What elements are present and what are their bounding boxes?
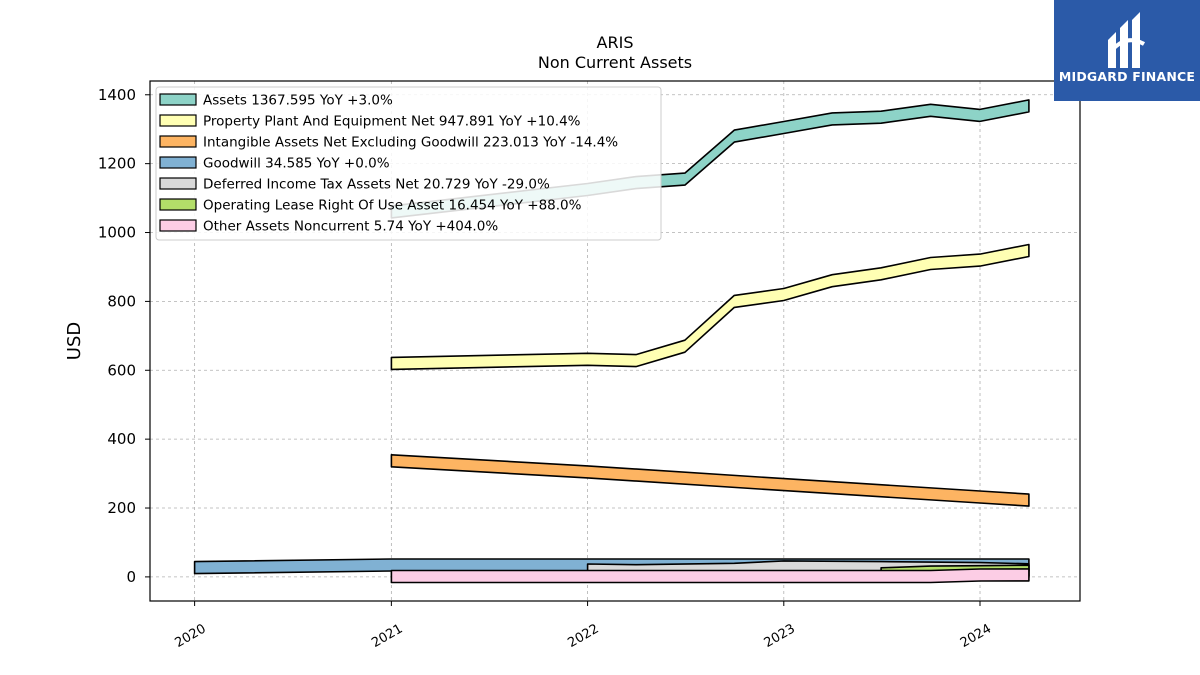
series-band <box>390 453 1030 507</box>
legend-swatch <box>159 93 197 106</box>
y-tick-label: 600 <box>107 361 136 379</box>
x-tick-label: 2020 <box>172 621 208 651</box>
legend-swatch <box>159 219 197 232</box>
legend-swatch <box>159 198 197 211</box>
y-tick-label: 400 <box>107 430 136 448</box>
series-band <box>390 243 1030 371</box>
x-tick-label: 2023 <box>762 621 798 651</box>
legend-swatch <box>159 135 197 148</box>
x-tick-label: 2022 <box>565 621 601 651</box>
x-tick-label: 2024 <box>958 621 994 651</box>
plot-frame <box>149 80 1081 602</box>
midgard-finance-logo: MIDGARD FINANCE <box>1054 0 1200 101</box>
y-tick-label: 1000 <box>98 224 136 242</box>
y-tick-label: 200 <box>107 499 136 517</box>
legend-box <box>155 86 662 241</box>
legend-entry: Other Assets Noncurrent 5.74 YoY +404.0% <box>203 219 498 235</box>
y-tick-label: 1400 <box>98 86 136 104</box>
legend-entry: Assets 1367.595 YoY +3.0% <box>203 93 393 109</box>
y-tick-label: 800 <box>107 292 136 310</box>
legend-swatch <box>159 114 197 127</box>
y-axis-label: USD <box>64 322 85 360</box>
legend-swatch <box>159 177 197 190</box>
y-tick-label: 0 <box>126 568 136 586</box>
legend-swatch <box>159 156 197 169</box>
legend-entry: Operating Lease Right Of Use Asset 16.45… <box>203 198 582 214</box>
logo-text: MIDGARD FINANCE <box>1058 69 1196 84</box>
y-axis-ticks: 0 200 400 600 800 1000 1200 1400 <box>98 86 150 586</box>
chart-subtitle: Non Current Assets <box>538 53 692 72</box>
legend-entry: Goodwill 34.585 YoY +0.0% <box>203 156 390 172</box>
legend-entry: Property Plant And Equipment Net 947.891… <box>203 114 581 130</box>
legend: Assets 1367.595 YoY +3.0% Property Plant … <box>155 86 662 241</box>
midgard-logo-icon <box>1108 12 1146 68</box>
legend-entry: Intangible Assets Net Excluding Goodwill… <box>203 135 618 151</box>
x-axis-ticks: 2020 2021 2022 2023 2024 <box>172 601 994 651</box>
series-band <box>390 568 1030 584</box>
x-tick-label: 2021 <box>369 621 405 651</box>
chart-title: ARIS <box>597 33 634 52</box>
y-tick-label: 1200 <box>98 155 136 173</box>
legend-entry: Deferred Income Tax Assets Net 20.729 Yo… <box>203 177 550 193</box>
